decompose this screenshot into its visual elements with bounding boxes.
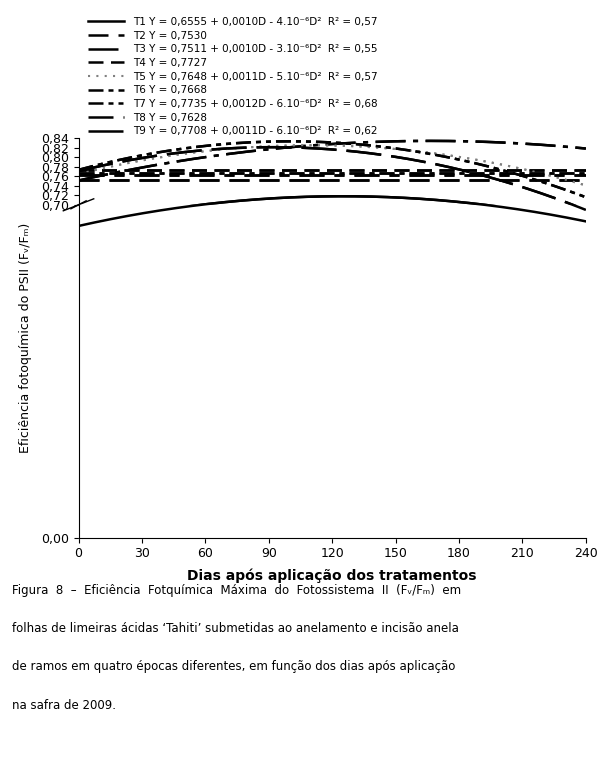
Y-axis label: Eficiência fotoquímica do PSII (Fᵥ/Fₘ): Eficiência fotoquímica do PSII (Fᵥ/Fₘ) (19, 223, 33, 453)
Text: de ramos em quatro épocas diferentes, em função dos dias após aplicação: de ramos em quatro épocas diferentes, em… (12, 660, 455, 674)
Text: Figura  8  –  Eficiência  Fotquímica  Máxima  do  Fotossistema  II  (Fᵥ/Fₘ)  em: Figura 8 – Eficiência Fotquímica Máxima … (12, 584, 461, 597)
Text: folhas de limeiras ácidas ‘Tahiti’ submetidas ao anelamento e incisão anela: folhas de limeiras ácidas ‘Tahiti’ subme… (12, 622, 459, 635)
Bar (79, 205, 586, 538)
Text: na safra de 2009.: na safra de 2009. (12, 699, 116, 712)
X-axis label: Dias após aplicação dos tratamentos: Dias após aplicação dos tratamentos (187, 568, 477, 583)
Legend: T1 Y = 0,6555 + 0,0010D - 4.10⁻⁶D²  R² = 0,57, T2 Y = 0,7530, T3 Y = 0,7511 + 0,: T1 Y = 0,6555 + 0,0010D - 4.10⁻⁶D² R² = … (84, 13, 382, 141)
